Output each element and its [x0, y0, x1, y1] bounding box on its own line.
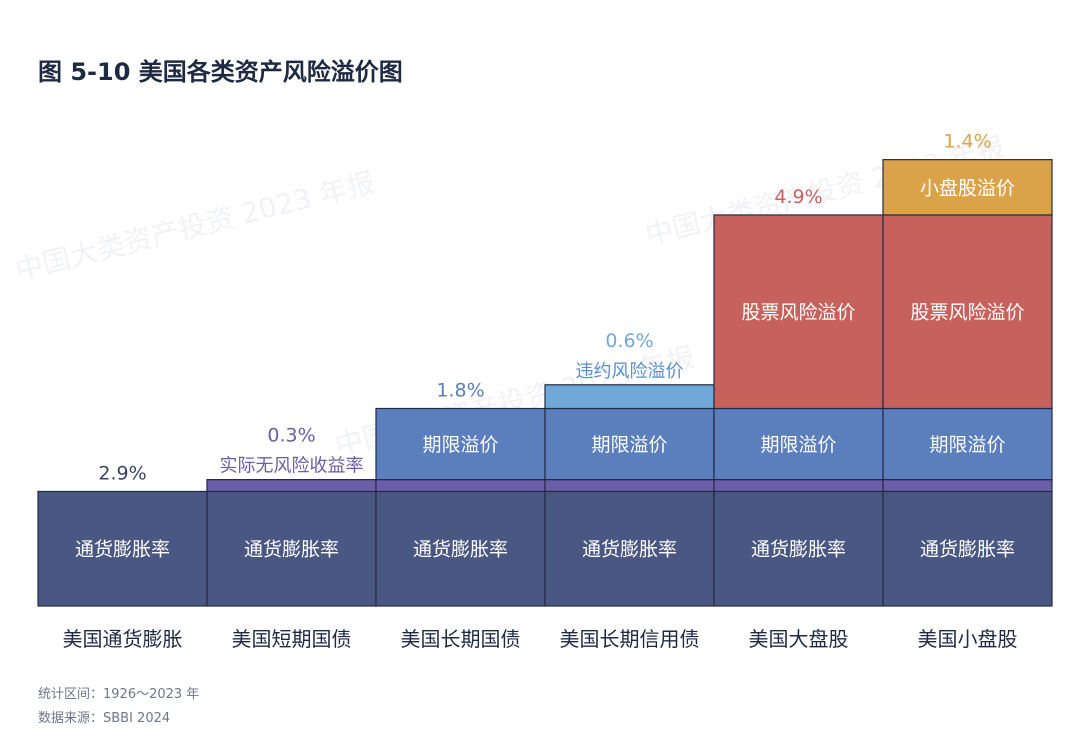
bar-segment-default	[544, 384, 715, 410]
data-label: 2.9%	[98, 462, 146, 484]
bar-segment-label: 通货膨胀率	[413, 539, 508, 561]
data-label: 0.6%	[605, 330, 653, 352]
bar-segment-label: 通货膨胀率	[75, 539, 170, 561]
bar-segment-inflation	[375, 490, 546, 607]
bar-segment-label: 通货膨胀率	[751, 539, 846, 561]
bar-segment-label: 期限溢价	[422, 434, 498, 456]
category-label: 美国长期信用债	[560, 627, 700, 651]
category-label: 美国小盘股	[918, 627, 1018, 651]
bar-segment-label: 期限溢价	[591, 434, 667, 456]
footer-source: 数据来源：SBBI 2024	[38, 711, 171, 726]
bar-segment-label: 股票风险溢价	[741, 302, 855, 324]
chart-title: 图 5-10 美国各类资产风险溢价图	[38, 58, 403, 86]
bar-segment-label: 通货膨胀率	[244, 539, 339, 561]
category-label: 美国长期国债	[401, 627, 521, 651]
data-label: 1.8%	[436, 380, 484, 402]
bar-segment-inflation	[713, 490, 884, 607]
footer-period: 统计区间：1926～2023 年	[38, 687, 200, 702]
bar-segment-label: 股票风险溢价	[910, 302, 1024, 324]
bar-segment-label: 通货膨胀率	[920, 539, 1015, 561]
bar-segment-equity	[713, 214, 884, 410]
bar-segment-real_rf	[544, 479, 715, 493]
category-label: 美国短期国债	[232, 627, 352, 651]
bar-segment-inflation	[37, 490, 208, 607]
bar-segment-term	[375, 407, 546, 481]
bar-segment-smallcap	[882, 159, 1053, 216]
bar-segment-label: 期限溢价	[760, 434, 836, 456]
bar-segment-real_rf	[375, 479, 546, 493]
bar-segment-term	[882, 407, 1053, 481]
step-caption: 实际无风险收益率	[220, 456, 364, 477]
bar-segment-term	[713, 407, 884, 481]
bar-segment-real_rf	[713, 479, 884, 493]
bar-segment-inflation	[882, 490, 1053, 607]
step-caption: 违约风险溢价	[576, 361, 684, 382]
category-label: 美国大盘股	[749, 627, 849, 651]
bar-segment-label: 通货膨胀率	[582, 539, 677, 561]
bar-segment-label: 期限溢价	[929, 434, 1005, 456]
data-label: 0.3%	[267, 425, 315, 447]
bar-segment-real_rf	[882, 479, 1053, 493]
bar-segment-term	[544, 407, 715, 481]
data-label: 1.4%	[943, 131, 991, 153]
bar-segment-real_rf	[206, 479, 377, 493]
data-label: 4.9%	[774, 186, 822, 208]
bar-segment-equity	[882, 214, 1053, 410]
bar-segment-inflation	[544, 490, 715, 607]
bar-segment-label: 小盘股溢价	[920, 177, 1015, 199]
category-label: 美国通货膨胀	[63, 627, 183, 651]
